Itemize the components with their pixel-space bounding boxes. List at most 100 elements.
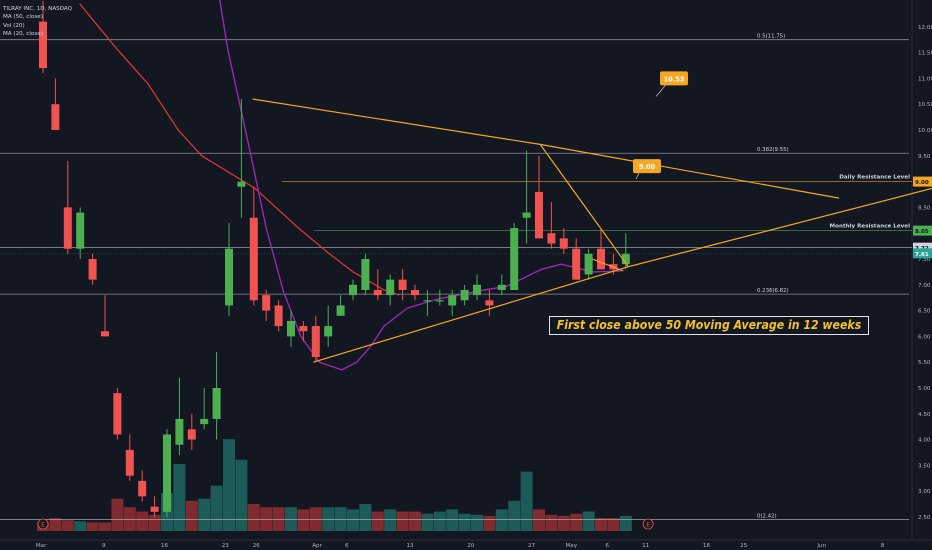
candle-body [76, 212, 85, 249]
candle-body [361, 259, 370, 290]
candle-body [287, 320, 295, 337]
earnings-marker-label: E [646, 522, 650, 529]
price-badge [633, 159, 661, 174]
candle-body [200, 418, 209, 425]
volume-bar [359, 504, 372, 531]
volume-bar [421, 513, 434, 531]
candle-body [423, 300, 432, 302]
candle-body [125, 449, 134, 476]
y-tick-label: 9.50 [918, 154, 931, 160]
volume-bar [210, 485, 223, 531]
candle-body [311, 326, 320, 358]
x-tick-label: 20 [467, 543, 475, 549]
volume-bar [619, 515, 632, 531]
volume-bar [123, 507, 136, 531]
candle-body [559, 238, 568, 249]
x-tick-label: 18 [703, 543, 711, 549]
volume-bar [247, 504, 260, 531]
ma50-line [79, 3, 400, 296]
y-tick-label: 4.00 [918, 438, 931, 444]
volume-bar [49, 518, 62, 531]
earnings-marker [642, 518, 654, 530]
volume-bar [595, 518, 607, 531]
price-badge-text: 9.00 [639, 163, 656, 171]
candle-body [299, 326, 308, 332]
y-tick-label: 7.00 [918, 283, 931, 289]
candle-body [237, 181, 246, 187]
volume-bar [458, 513, 471, 531]
price-axis-tag-text: 9.00 [915, 180, 929, 186]
volume-bar [446, 509, 459, 531]
y-tick-label: 8.50 [918, 205, 931, 211]
price-axis-tag [913, 242, 932, 253]
candle-body [373, 289, 382, 296]
candle-body [485, 300, 494, 306]
trendline [592, 258, 624, 272]
y-tick-label: 6.50 [918, 309, 931, 315]
y-tick-label: 2.50 [918, 515, 931, 521]
x-tick-label: 26 [253, 543, 261, 549]
candle-body [547, 233, 556, 244]
fib-level-label: 0(2.42) [757, 514, 777, 520]
x-tick-label: 13 [406, 543, 414, 549]
y-tick-label: 7.50 [918, 257, 931, 263]
y-tick-label: 10.50 [918, 102, 932, 108]
chart-legend: TILRAY INC, 1D, NASDAQ MA (50, close) Vo… [3, 5, 72, 39]
indicator-volume: Vol (20) [3, 22, 25, 29]
resistance-label: Daily Resistance Level [839, 175, 910, 181]
x-tick-label: 23 [222, 543, 230, 549]
candle-body [274, 305, 283, 327]
volume-bar [86, 522, 99, 531]
x-tick-label: 27 [528, 543, 536, 549]
indicator-ma20: MA (20, close) [3, 31, 43, 38]
price-axis-tag [913, 248, 932, 259]
candle-body [113, 393, 122, 435]
candle-body [448, 295, 457, 306]
volume-bar [582, 511, 595, 531]
candle-body [336, 305, 345, 316]
price-axis-tag [913, 176, 932, 187]
volume-bar [223, 439, 235, 531]
candle-body [572, 248, 581, 280]
candle-body [398, 279, 407, 290]
candle-body [225, 248, 233, 306]
earnings-marker [37, 518, 49, 530]
volume-bar [347, 509, 359, 531]
candle-body [411, 289, 419, 296]
volume-bar [607, 518, 620, 531]
indicator-ma50: MA (50, close) [3, 14, 43, 21]
ma20-line [219, 0, 621, 371]
symbol-title: TILRAY INC, 1D, NASDAQ [3, 6, 73, 12]
y-tick-label: 12.00 [918, 25, 932, 31]
volume-bar [384, 509, 397, 531]
candle-body [510, 228, 519, 290]
resistance-label: Monthly Resistance Level [830, 224, 911, 230]
volume-bar [235, 459, 248, 531]
candle-body [138, 480, 147, 497]
volume-bar [148, 514, 161, 531]
candle-body [621, 253, 630, 265]
volume-bar [99, 522, 111, 531]
volume-bar [334, 507, 347, 531]
volume-bar [520, 471, 533, 531]
volume-bar [433, 511, 446, 531]
badge-pointer [655, 83, 668, 97]
fib-level-label: 0.382(9.55) [757, 147, 789, 153]
candle-body [497, 284, 506, 290]
candle-body [386, 279, 395, 296]
volume-bar [396, 511, 409, 531]
candle-body [51, 104, 60, 130]
volume-bar [297, 509, 310, 531]
candle-body [597, 248, 605, 270]
candle-body [150, 506, 159, 512]
volume-bar [136, 511, 149, 531]
y-tick-label: 5.00 [918, 386, 931, 392]
candle-body [435, 300, 444, 302]
volume-bar [173, 464, 186, 531]
y-tick-label: 4.50 [918, 412, 931, 418]
candle-body [535, 191, 543, 239]
x-tick-label: Mar [36, 543, 47, 549]
volume-bar [557, 515, 570, 531]
